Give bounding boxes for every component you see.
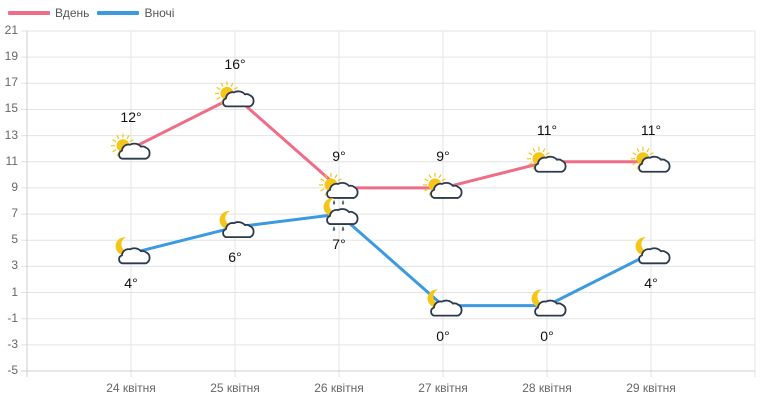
partly-cloudy-day-icon — [423, 172, 463, 199]
legend-label-day: Вдень — [55, 6, 90, 20]
temperature-label-night: 7° — [332, 236, 346, 253]
y-tick-label: 7 — [11, 206, 18, 221]
temperature-label-night: 4° — [644, 275, 658, 292]
legend-swatch-night — [97, 11, 140, 15]
temperature-label-day: 9° — [436, 147, 450, 164]
chart-legend: Вдень Вночі — [8, 6, 182, 20]
y-tick-label: 15 — [4, 101, 18, 116]
y-tick-label: 13 — [4, 127, 18, 142]
y-tick-label: 5 — [11, 232, 18, 247]
series-line-night — [130, 212, 652, 308]
temperature-label-night: 6° — [228, 249, 242, 266]
temperature-label-day: 12° — [120, 108, 142, 125]
partly-cloudy-day-icon — [631, 146, 671, 173]
partly-cloudy-day-icon — [215, 81, 255, 108]
partly-cloudy-night-rain-icon — [323, 197, 359, 232]
x-tick-label: 26 квітня — [314, 381, 364, 395]
x-tick-label: 28 квітня — [522, 381, 572, 395]
series-line-day — [130, 94, 651, 190]
y-tick-label: 3 — [11, 258, 18, 273]
y-tick-label: 1 — [11, 284, 18, 299]
partly-cloudy-night-icon — [635, 237, 671, 265]
legend-item-night[interactable]: Вночі — [97, 6, 174, 20]
temperature-label-night: 0° — [540, 327, 554, 344]
partly-cloudy-day-icon — [527, 146, 567, 173]
partly-cloudy-night-icon — [115, 237, 151, 265]
x-tick-label: 24 квітня — [106, 381, 156, 395]
y-tick-label: -1 — [7, 310, 18, 325]
temperature-label-night: 0° — [436, 327, 450, 344]
x-tick-label: 27 квітня — [418, 381, 468, 395]
y-tick-label: 21 — [4, 23, 18, 37]
x-tick-label: 29 квітня — [626, 381, 676, 395]
y-tick-label: -5 — [7, 363, 18, 377]
y-tick-label: 19 — [4, 49, 18, 64]
temperature-label-day: 16° — [224, 56, 246, 73]
partly-cloudy-night-icon — [219, 211, 255, 239]
x-tick-label: 25 квітня — [210, 381, 260, 395]
y-tick-label: -3 — [7, 336, 18, 351]
temperature-label-night: 4° — [124, 275, 138, 292]
temperature-label-day: 11° — [640, 121, 662, 138]
legend-label-night: Вночі — [144, 6, 175, 20]
partly-cloudy-day-icon — [111, 133, 151, 160]
legend-swatch-day — [8, 11, 50, 15]
y-tick-label: 9 — [11, 179, 18, 194]
legend-item-day[interactable]: Вдень — [8, 6, 89, 20]
y-tick-label: 11 — [5, 153, 18, 168]
temperature-label-day: 9° — [332, 147, 346, 164]
temperature-label-day: 11° — [536, 121, 558, 138]
partly-cloudy-day-rain-icon — [319, 172, 359, 205]
partly-cloudy-night-icon — [531, 289, 567, 317]
partly-cloudy-night-icon — [427, 289, 463, 317]
y-tick-label: 17 — [4, 75, 18, 90]
